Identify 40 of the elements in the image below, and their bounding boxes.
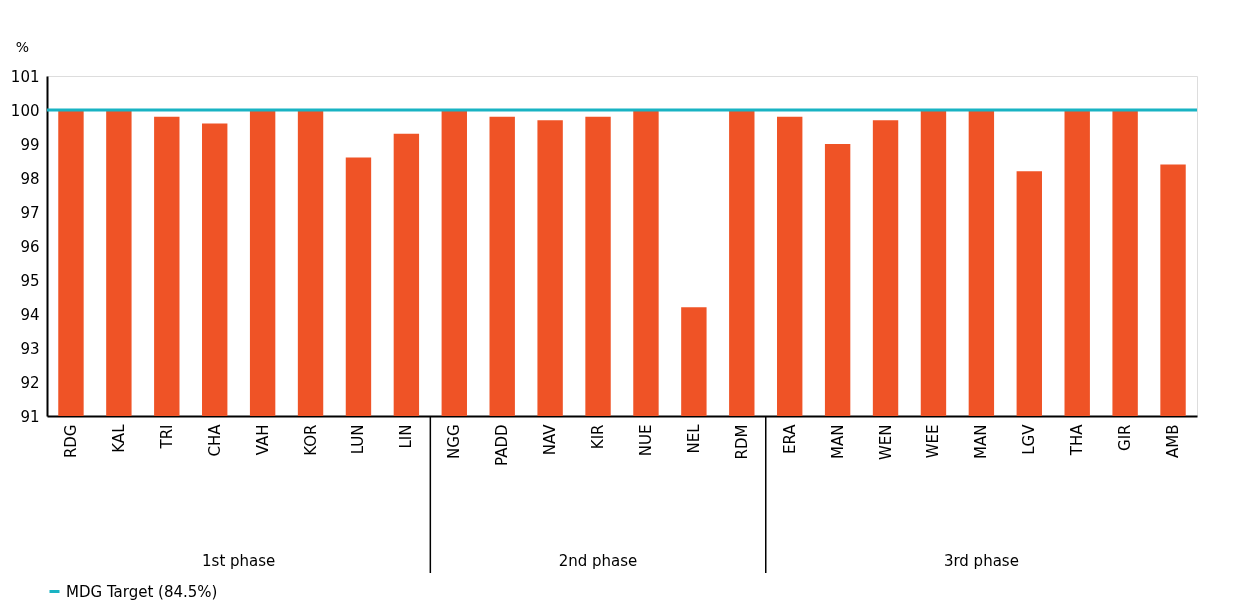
y-tick-label: 100 (10, 101, 40, 120)
x-tick-label: NEL (684, 423, 703, 454)
y-tick-label: 97 (20, 203, 40, 222)
y-tick-label: 93 (20, 339, 40, 358)
x-tick-label: WEE (924, 424, 943, 459)
y-tick-label: 94 (20, 305, 40, 324)
x-tick-label: RDM (732, 424, 751, 460)
text: 1st phase (202, 552, 276, 570)
x-tick-label: LIN (397, 424, 416, 449)
x-tick-label: NAV (541, 423, 560, 456)
x-tick-label: VAH (253, 424, 272, 456)
text: 2nd phase (558, 552, 638, 570)
x-tick-label: PADD (493, 424, 512, 466)
x-tick-label: KOR (301, 424, 320, 456)
y-tick-label: 101 (10, 67, 40, 86)
x-tick-label: THA (1068, 423, 1087, 457)
legend-label: MDG Target (84.5%) (66, 582, 218, 601)
x-tick-label: RDG (61, 424, 80, 459)
x-tick-label: MAN (828, 424, 847, 459)
y-tick-label: 91 (20, 407, 40, 426)
y-axis-title: % (15, 38, 30, 55)
x-tick-label: NUE (636, 424, 655, 457)
y-tick-label: 92 (20, 373, 40, 392)
text: 3rd phase (943, 552, 1019, 570)
x-tick-label: GIR (1116, 424, 1135, 451)
y-tick-label: 96 (20, 237, 40, 256)
x-tick-label: AMB (1164, 424, 1183, 458)
x-tick-label: KIR (589, 424, 608, 450)
x-tick-label: WEN (876, 424, 895, 461)
x-tick-label: NGG (445, 424, 464, 459)
y-tick-label: 98 (20, 169, 40, 188)
x-tick-label: TRI (157, 424, 176, 450)
y-tick-label: 95 (20, 271, 40, 290)
x-tick-label: CHA (205, 423, 224, 457)
x-tick-label: MAN (972, 424, 991, 459)
y-tick-label: 99 (20, 135, 40, 154)
x-tick-label: ERA (780, 423, 799, 455)
x-tick-label: LUN (349, 424, 368, 455)
x-tick-label: LGV (1020, 423, 1039, 455)
x-tick-label: KAL (109, 423, 128, 453)
